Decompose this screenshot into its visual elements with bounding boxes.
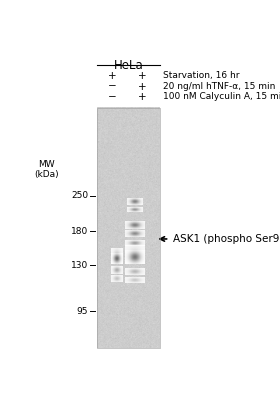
Text: −: −: [108, 92, 116, 102]
Text: −: −: [108, 82, 116, 92]
Text: 100 nM Calyculin A, 15 min: 100 nM Calyculin A, 15 min: [163, 92, 280, 101]
Text: 20 ng/ml hTNF-α, 15 min: 20 ng/ml hTNF-α, 15 min: [163, 82, 275, 91]
Text: 250: 250: [71, 191, 88, 200]
Text: +: +: [138, 92, 147, 102]
Bar: [97, 108, 160, 348]
Text: MW
(kDa): MW (kDa): [35, 160, 59, 179]
Text: 180: 180: [71, 227, 88, 236]
Text: Starvation, 16 hr: Starvation, 16 hr: [163, 71, 239, 80]
Text: 130: 130: [71, 261, 88, 270]
Text: +: +: [138, 82, 147, 92]
Text: HeLa: HeLa: [113, 59, 143, 72]
Text: +: +: [108, 71, 116, 81]
Text: +: +: [138, 71, 147, 81]
Text: 95: 95: [77, 307, 88, 316]
Text: ASK1 (phospho Ser966): ASK1 (phospho Ser966): [173, 234, 280, 244]
